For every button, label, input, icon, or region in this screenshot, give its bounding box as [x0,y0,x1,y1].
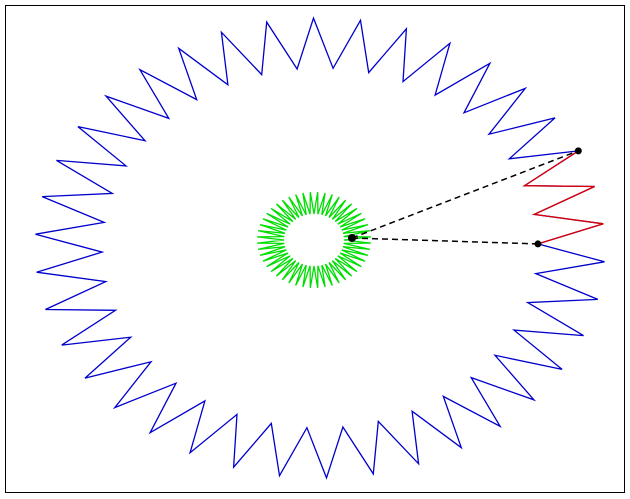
inner-zigzag [257,191,371,289]
end-dot [534,240,542,248]
highlight-zigzag [522,150,604,245]
frame [5,5,625,493]
end-dot [574,147,582,155]
connector [351,237,538,245]
connector [351,150,579,239]
outer-zigzag [35,16,605,480]
center-dot [348,234,356,242]
